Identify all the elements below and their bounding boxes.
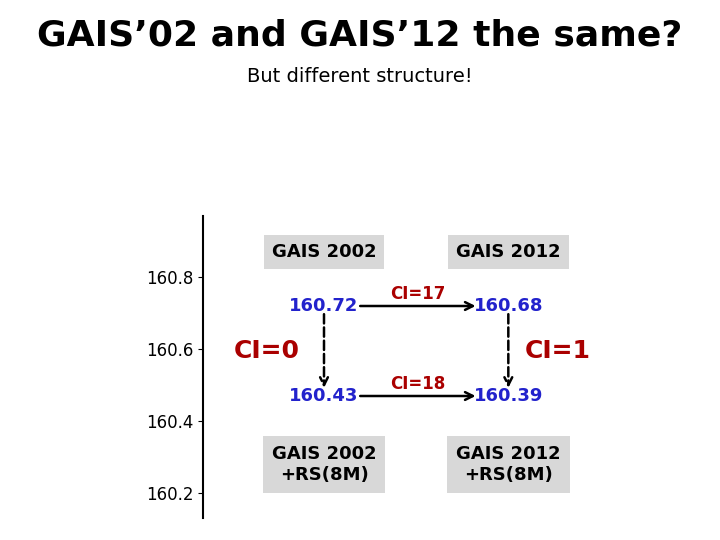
Text: 160.68: 160.68	[474, 297, 543, 315]
Text: 160.43: 160.43	[289, 387, 359, 405]
Text: CI=1: CI=1	[524, 339, 590, 363]
Text: GAIS 2012: GAIS 2012	[456, 243, 561, 261]
Text: CI=0: CI=0	[233, 339, 300, 363]
Text: GAIS 2002
+RS(8M): GAIS 2002 +RS(8M)	[271, 445, 377, 484]
Text: CI=17: CI=17	[390, 286, 446, 303]
Text: GAIS 2002: GAIS 2002	[271, 243, 377, 261]
Text: 160.39: 160.39	[474, 387, 543, 405]
Text: 160.72: 160.72	[289, 297, 359, 315]
Text: GAIS’02 and GAIS’12 the same?: GAIS’02 and GAIS’12 the same?	[37, 19, 683, 53]
Text: But different structure!: But different structure!	[247, 68, 473, 86]
Text: GAIS 2012
+RS(8M): GAIS 2012 +RS(8M)	[456, 445, 561, 484]
Text: CI=18: CI=18	[390, 375, 446, 394]
